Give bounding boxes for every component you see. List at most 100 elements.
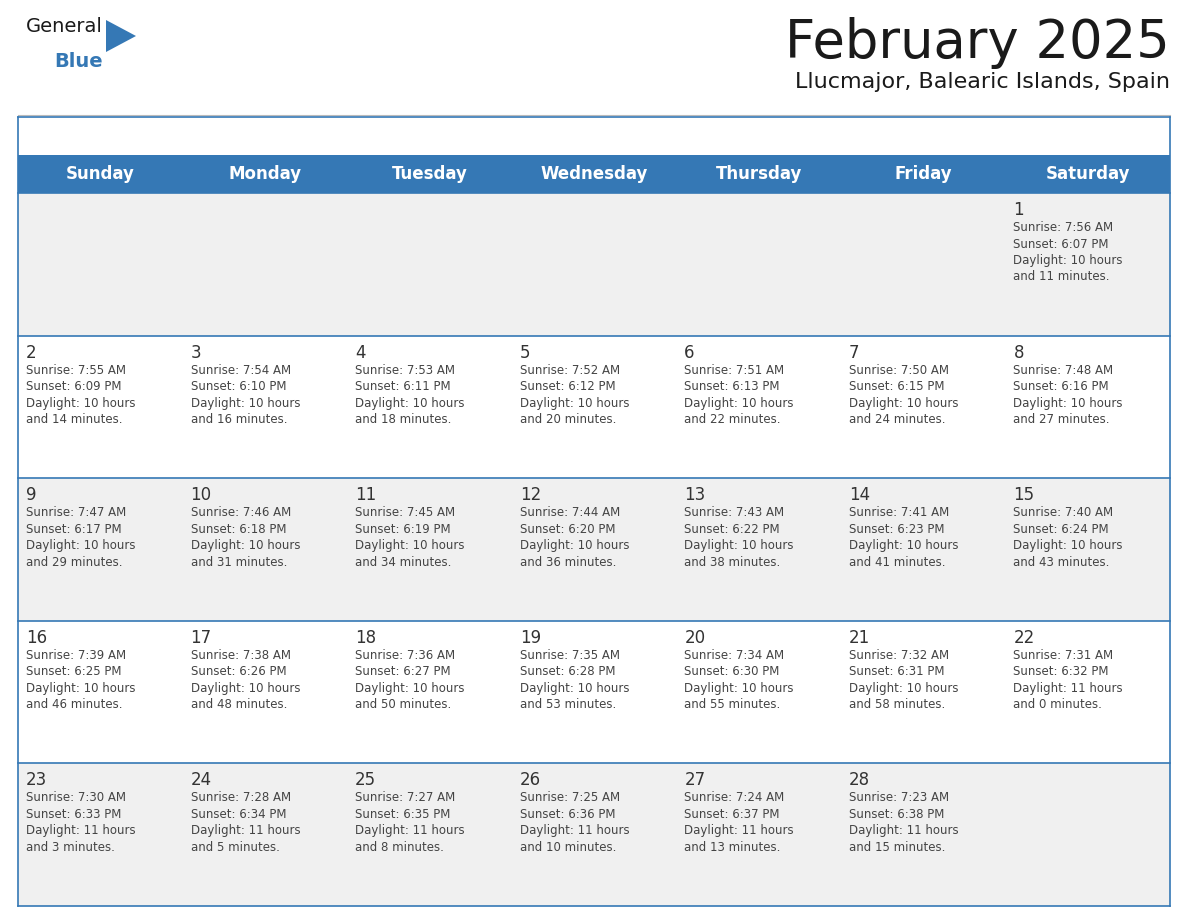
Text: Sunset: 6:35 PM: Sunset: 6:35 PM [355,808,450,821]
Text: and 20 minutes.: and 20 minutes. [519,413,617,426]
Bar [18,155,1170,193]
Text: Daylight: 10 hours: Daylight: 10 hours [519,682,630,695]
Text: Sunrise: 7:27 AM: Sunrise: 7:27 AM [355,791,455,804]
Text: Daylight: 10 hours: Daylight: 10 hours [684,682,794,695]
Text: Sunset: 6:09 PM: Sunset: 6:09 PM [26,380,121,393]
Text: Sunset: 6:37 PM: Sunset: 6:37 PM [684,808,779,821]
Text: Sunrise: 7:24 AM: Sunrise: 7:24 AM [684,791,784,804]
Text: Daylight: 10 hours: Daylight: 10 hours [684,539,794,553]
Text: Tuesday: Tuesday [392,165,467,183]
Text: and 46 minutes.: and 46 minutes. [26,699,122,711]
Bar [18,336,1170,478]
Text: Sunrise: 7:28 AM: Sunrise: 7:28 AM [190,791,291,804]
Text: Sunrise: 7:32 AM: Sunrise: 7:32 AM [849,649,949,662]
Text: 11: 11 [355,487,377,504]
Text: Daylight: 10 hours: Daylight: 10 hours [519,539,630,553]
Text: Sunrise: 7:54 AM: Sunrise: 7:54 AM [190,364,291,376]
Text: Daylight: 10 hours: Daylight: 10 hours [1013,539,1123,553]
Text: and 34 minutes.: and 34 minutes. [355,555,451,568]
Text: February 2025: February 2025 [785,17,1170,69]
Text: Sunrise: 7:41 AM: Sunrise: 7:41 AM [849,506,949,520]
Text: Sunset: 6:17 PM: Sunset: 6:17 PM [26,522,121,536]
Text: Sunset: 6:07 PM: Sunset: 6:07 PM [1013,238,1108,251]
Text: Friday: Friday [895,165,952,183]
Bar [18,193,1170,336]
Text: Sunrise: 7:44 AM: Sunrise: 7:44 AM [519,506,620,520]
Text: Sunset: 6:33 PM: Sunset: 6:33 PM [26,808,121,821]
Text: Sunrise: 7:38 AM: Sunrise: 7:38 AM [190,649,291,662]
Text: 14: 14 [849,487,870,504]
Text: Sunset: 6:10 PM: Sunset: 6:10 PM [190,380,286,393]
Text: Sunset: 6:28 PM: Sunset: 6:28 PM [519,666,615,678]
Text: Sunset: 6:23 PM: Sunset: 6:23 PM [849,522,944,536]
Text: 17: 17 [190,629,211,647]
Text: 13: 13 [684,487,706,504]
Text: Sunrise: 7:25 AM: Sunrise: 7:25 AM [519,791,620,804]
Text: 1: 1 [1013,201,1024,219]
Text: Sunrise: 7:43 AM: Sunrise: 7:43 AM [684,506,784,520]
Text: and 27 minutes.: and 27 minutes. [1013,413,1110,426]
Text: 23: 23 [26,771,48,789]
Text: Daylight: 10 hours: Daylight: 10 hours [26,397,135,409]
Text: Sunset: 6:20 PM: Sunset: 6:20 PM [519,522,615,536]
Text: Sunrise: 7:51 AM: Sunrise: 7:51 AM [684,364,784,376]
Text: Sunset: 6:30 PM: Sunset: 6:30 PM [684,666,779,678]
Text: and 10 minutes.: and 10 minutes. [519,841,617,854]
Text: Daylight: 10 hours: Daylight: 10 hours [1013,397,1123,409]
Text: Daylight: 11 hours: Daylight: 11 hours [190,824,301,837]
Text: Sunset: 6:24 PM: Sunset: 6:24 PM [1013,522,1110,536]
Text: and 36 minutes.: and 36 minutes. [519,555,617,568]
Text: General: General [26,17,103,36]
Text: Sunrise: 7:30 AM: Sunrise: 7:30 AM [26,791,126,804]
Text: Sunset: 6:25 PM: Sunset: 6:25 PM [26,666,121,678]
Polygon shape [106,20,135,52]
Text: and 13 minutes.: and 13 minutes. [684,841,781,854]
Text: Sunset: 6:16 PM: Sunset: 6:16 PM [1013,380,1110,393]
Text: Sunset: 6:13 PM: Sunset: 6:13 PM [684,380,779,393]
Text: 4: 4 [355,343,366,362]
Text: and 0 minutes.: and 0 minutes. [1013,699,1102,711]
Bar [18,478,1170,621]
Text: Daylight: 10 hours: Daylight: 10 hours [190,397,301,409]
Text: and 55 minutes.: and 55 minutes. [684,699,781,711]
Text: Monday: Monday [228,165,302,183]
Text: Daylight: 11 hours: Daylight: 11 hours [849,824,959,837]
Text: 12: 12 [519,487,541,504]
Text: and 5 minutes.: and 5 minutes. [190,841,279,854]
Text: 25: 25 [355,771,377,789]
Text: 18: 18 [355,629,377,647]
Text: Daylight: 10 hours: Daylight: 10 hours [26,682,135,695]
Text: Daylight: 10 hours: Daylight: 10 hours [684,397,794,409]
Bar [18,621,1170,764]
Text: Sunday: Sunday [65,165,134,183]
Text: Sunrise: 7:56 AM: Sunrise: 7:56 AM [1013,221,1113,234]
Text: Llucmajor, Balearic Islands, Spain: Llucmajor, Balearic Islands, Spain [795,72,1170,92]
Text: Blue: Blue [53,52,102,71]
Text: 19: 19 [519,629,541,647]
Text: Sunrise: 7:35 AM: Sunrise: 7:35 AM [519,649,620,662]
Text: 6: 6 [684,343,695,362]
Text: Saturday: Saturday [1045,165,1130,183]
Text: 21: 21 [849,629,870,647]
Text: Daylight: 10 hours: Daylight: 10 hours [849,397,959,409]
Text: Sunrise: 7:23 AM: Sunrise: 7:23 AM [849,791,949,804]
Text: 3: 3 [190,343,201,362]
Text: 2: 2 [26,343,37,362]
Bar [18,764,1170,906]
Text: Sunrise: 7:40 AM: Sunrise: 7:40 AM [1013,506,1113,520]
Text: and 11 minutes.: and 11 minutes. [1013,271,1110,284]
Text: 20: 20 [684,629,706,647]
Text: and 41 minutes.: and 41 minutes. [849,555,946,568]
Text: 5: 5 [519,343,530,362]
Text: and 53 minutes.: and 53 minutes. [519,699,615,711]
Text: Daylight: 10 hours: Daylight: 10 hours [355,682,465,695]
Text: 15: 15 [1013,487,1035,504]
Text: Sunrise: 7:55 AM: Sunrise: 7:55 AM [26,364,126,376]
Text: Sunset: 6:27 PM: Sunset: 6:27 PM [355,666,450,678]
Text: Daylight: 11 hours: Daylight: 11 hours [355,824,465,837]
Text: Daylight: 10 hours: Daylight: 10 hours [1013,254,1123,267]
Text: and 16 minutes.: and 16 minutes. [190,413,287,426]
Text: Sunset: 6:32 PM: Sunset: 6:32 PM [1013,666,1108,678]
Text: and 22 minutes.: and 22 minutes. [684,413,781,426]
Text: Sunrise: 7:39 AM: Sunrise: 7:39 AM [26,649,126,662]
